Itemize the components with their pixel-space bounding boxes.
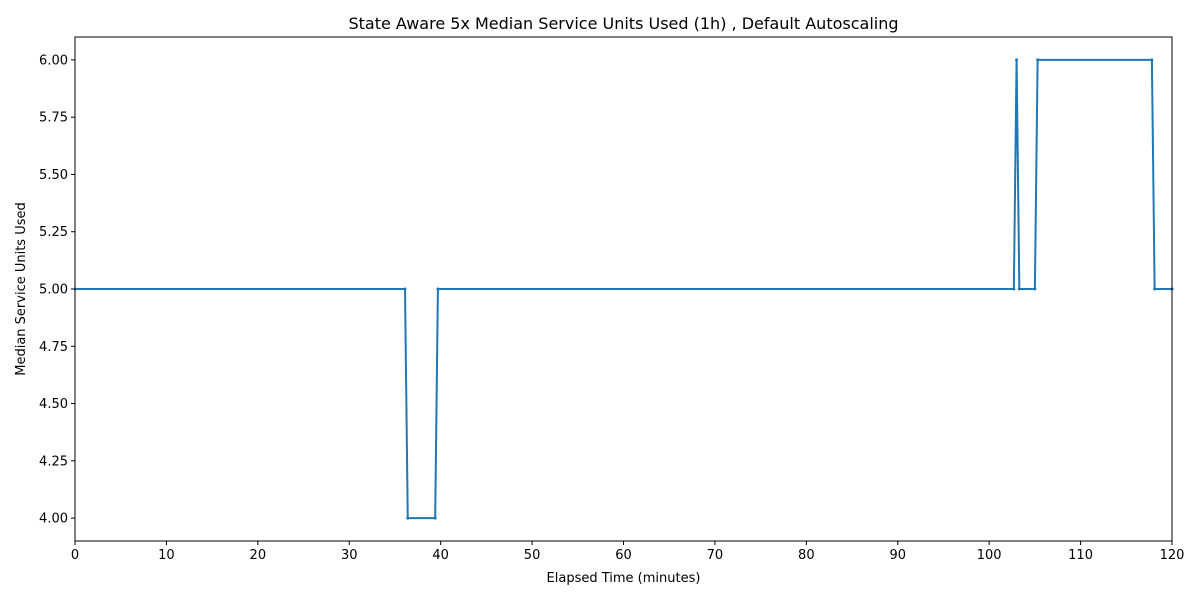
y-axis-label: Median Service Units Used — [14, 202, 29, 376]
x-tick-label: 40 — [432, 548, 449, 563]
y-tick-label: 4.25 — [39, 454, 68, 469]
y-tick-label: 5.00 — [39, 283, 68, 298]
x-tick-label: 100 — [977, 548, 1002, 563]
y-tick-label: 5.50 — [39, 168, 68, 183]
x-tick-label: 70 — [707, 548, 724, 563]
plot-frame — [74, 36, 1173, 542]
x-tick-label: 0 — [71, 548, 79, 563]
data-point — [1036, 58, 1040, 62]
y-tick-label: 4.00 — [39, 512, 68, 527]
y-tick-label: 5.75 — [39, 111, 68, 126]
data-point — [433, 516, 437, 520]
x-tick-label: 10 — [158, 548, 175, 563]
data-point — [406, 516, 410, 520]
y-tick-label: 4.75 — [39, 340, 68, 355]
chart-title: State Aware 5x Median Service Units Used… — [348, 14, 898, 33]
data-point — [1153, 287, 1157, 291]
data-point — [1015, 58, 1019, 62]
x-tick-label: 120 — [1160, 548, 1185, 563]
data-point — [1033, 287, 1037, 291]
x-tick-label: 90 — [889, 548, 906, 563]
y-tick-label: 5.25 — [39, 225, 68, 240]
data-point — [403, 287, 407, 291]
x-axis-ticks: 0 10 20 30 40 50 60 70 80 90 100 110 120 — [71, 541, 1185, 563]
x-axis-label: Elapsed Time (minutes) — [547, 571, 701, 586]
series-line — [75, 58, 1172, 520]
data-point — [1012, 287, 1016, 291]
data-point — [1017, 287, 1021, 291]
data-point — [1150, 58, 1154, 62]
series-group — [73, 58, 1174, 520]
x-tick-label: 20 — [250, 548, 267, 563]
x-tick-label: 30 — [341, 548, 358, 563]
x-tick-label: 60 — [615, 548, 632, 563]
y-tick-label: 4.50 — [39, 397, 68, 412]
x-tick-label: 80 — [798, 548, 815, 563]
y-axis-ticks: 4.00 4.25 4.50 4.75 5.00 5.25 5.50 5.75 6.00 — [39, 53, 75, 527]
x-tick-label: 50 — [524, 548, 541, 563]
data-point — [436, 287, 440, 291]
x-tick-label: 110 — [1068, 548, 1093, 563]
y-tick-label: 6.00 — [39, 53, 68, 68]
